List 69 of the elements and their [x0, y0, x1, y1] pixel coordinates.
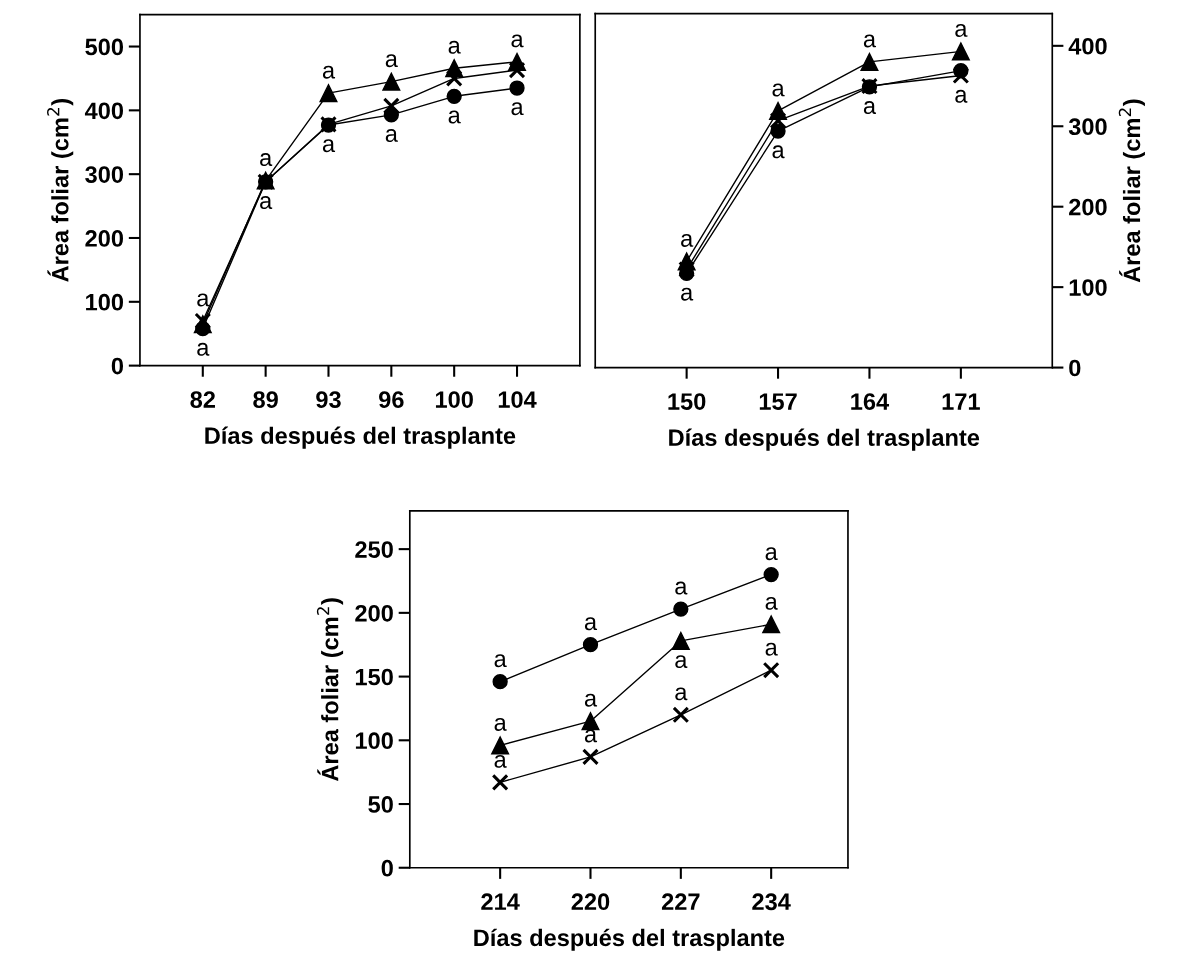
y-tick-label: 400	[84, 102, 124, 120]
annotation: a	[322, 65, 336, 79]
annotation: a	[765, 596, 778, 610]
annotation: a	[197, 293, 210, 307]
y-tick-label: 50	[368, 796, 393, 813]
y-tick-label: 0	[1069, 359, 1081, 377]
x-tick-label: 171	[942, 393, 980, 410]
annotation: a	[260, 153, 273, 167]
annotation: a	[765, 642, 778, 656]
y-tick-label: 0	[381, 859, 393, 877]
annotation: a	[675, 581, 688, 595]
annotation: a	[765, 547, 778, 561]
annotation: a	[772, 83, 785, 97]
annotation: a	[494, 754, 507, 768]
x-axis-title: Días después del trasplante	[205, 426, 516, 449]
annotation: a	[681, 233, 694, 247]
y-axis-title: Área foliar (cm$^{2}$)	[47, 99, 74, 282]
y-tick-label: 250	[355, 541, 393, 558]
y-tick-label: 150	[355, 668, 393, 686]
annotation: a	[584, 693, 598, 707]
x-tick-label: 227	[661, 893, 700, 910]
x-tick-label: 150	[668, 393, 706, 410]
annotation: a	[675, 687, 688, 701]
x-tick-label: 82	[190, 391, 215, 408]
y-tick-label: 100	[86, 293, 124, 311]
y-axis-title: Área foliar (cm$^{2}$)	[316, 598, 344, 782]
x-axis-title: Días después del trasplante	[474, 928, 785, 951]
x-tick-label: 164	[851, 393, 890, 410]
annotation: a	[772, 145, 785, 159]
y-tick-label: 100	[1069, 279, 1107, 296]
x-tick-label: 104	[498, 391, 537, 408]
y-axis-title: Área foliar (cm$^{2}$)	[1118, 99, 1145, 283]
annotation: a	[385, 54, 398, 68]
x-tick-label: 96	[379, 391, 404, 408]
annotation: a	[863, 34, 877, 48]
x-tick-label: 89	[253, 391, 278, 408]
annotation: a	[584, 729, 598, 743]
x-tick-label: 100	[435, 391, 473, 408]
annotation: a	[448, 40, 461, 54]
annotation: a	[448, 110, 461, 124]
y-tick-label: 300	[85, 166, 124, 183]
annotation: a	[511, 102, 524, 116]
annotation: a	[260, 196, 273, 209]
annotation: a	[197, 342, 210, 356]
y-tick-label: 300	[1068, 118, 1107, 136]
annotation: a	[863, 101, 877, 115]
y-tick-label: 0	[111, 357, 124, 375]
x-tick-label: 234	[752, 893, 791, 911]
annotation: a	[681, 287, 694, 301]
annotation: a	[494, 717, 507, 731]
y-tick-label: 400	[1068, 37, 1107, 55]
annotation: a	[675, 655, 688, 669]
y-tick-label: 200	[355, 604, 393, 622]
x-axis-title: Días después del trasplante	[669, 428, 980, 451]
y-tick-label: 100	[355, 732, 393, 750]
annotation: a	[955, 89, 968, 103]
annotation: a	[511, 34, 524, 48]
x-tick-label: 157	[759, 393, 797, 410]
x-tick-label: 220	[571, 893, 610, 911]
y-tick-label: 200	[85, 230, 124, 247]
annotation: a	[494, 654, 507, 668]
annotation: a	[584, 617, 598, 631]
x-tick-label: 214	[481, 893, 520, 910]
annotation: a	[322, 139, 336, 153]
x-tick-label: 93	[316, 391, 341, 408]
annotation: a	[385, 129, 398, 142]
y-tick-label: 500	[85, 38, 124, 56]
annotation: a	[955, 24, 968, 37]
y-tick-label: 200	[1069, 198, 1107, 216]
